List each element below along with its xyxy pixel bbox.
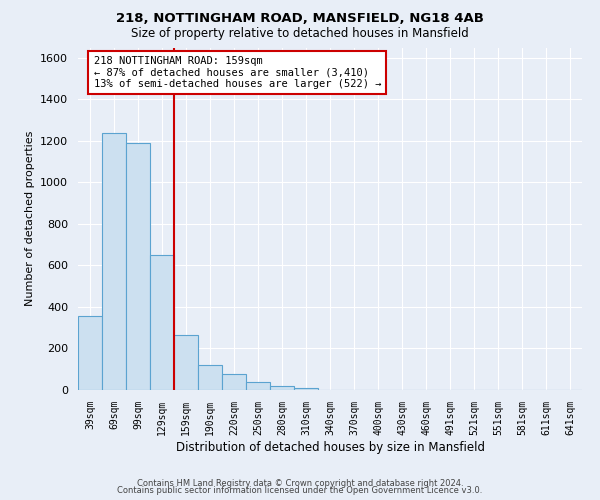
Bar — [126, 143, 150, 390]
Bar — [270, 386, 294, 390]
Bar — [78, 316, 102, 390]
Bar — [198, 365, 222, 390]
Text: 218 NOTTINGHAM ROAD: 159sqm
← 87% of detached houses are smaller (3,410)
13% of : 218 NOTTINGHAM ROAD: 159sqm ← 87% of det… — [94, 56, 381, 89]
Text: Contains public sector information licensed under the Open Government Licence v3: Contains public sector information licen… — [118, 486, 482, 495]
Bar — [246, 382, 270, 390]
Text: Size of property relative to detached houses in Mansfield: Size of property relative to detached ho… — [131, 28, 469, 40]
Bar — [150, 255, 174, 390]
X-axis label: Distribution of detached houses by size in Mansfield: Distribution of detached houses by size … — [176, 440, 485, 454]
Bar — [222, 374, 246, 390]
Y-axis label: Number of detached properties: Number of detached properties — [25, 131, 35, 306]
Text: 218, NOTTINGHAM ROAD, MANSFIELD, NG18 4AB: 218, NOTTINGHAM ROAD, MANSFIELD, NG18 4A… — [116, 12, 484, 26]
Bar — [174, 335, 198, 390]
Text: Contains HM Land Registry data © Crown copyright and database right 2024.: Contains HM Land Registry data © Crown c… — [137, 478, 463, 488]
Bar — [102, 132, 126, 390]
Bar — [294, 388, 318, 390]
